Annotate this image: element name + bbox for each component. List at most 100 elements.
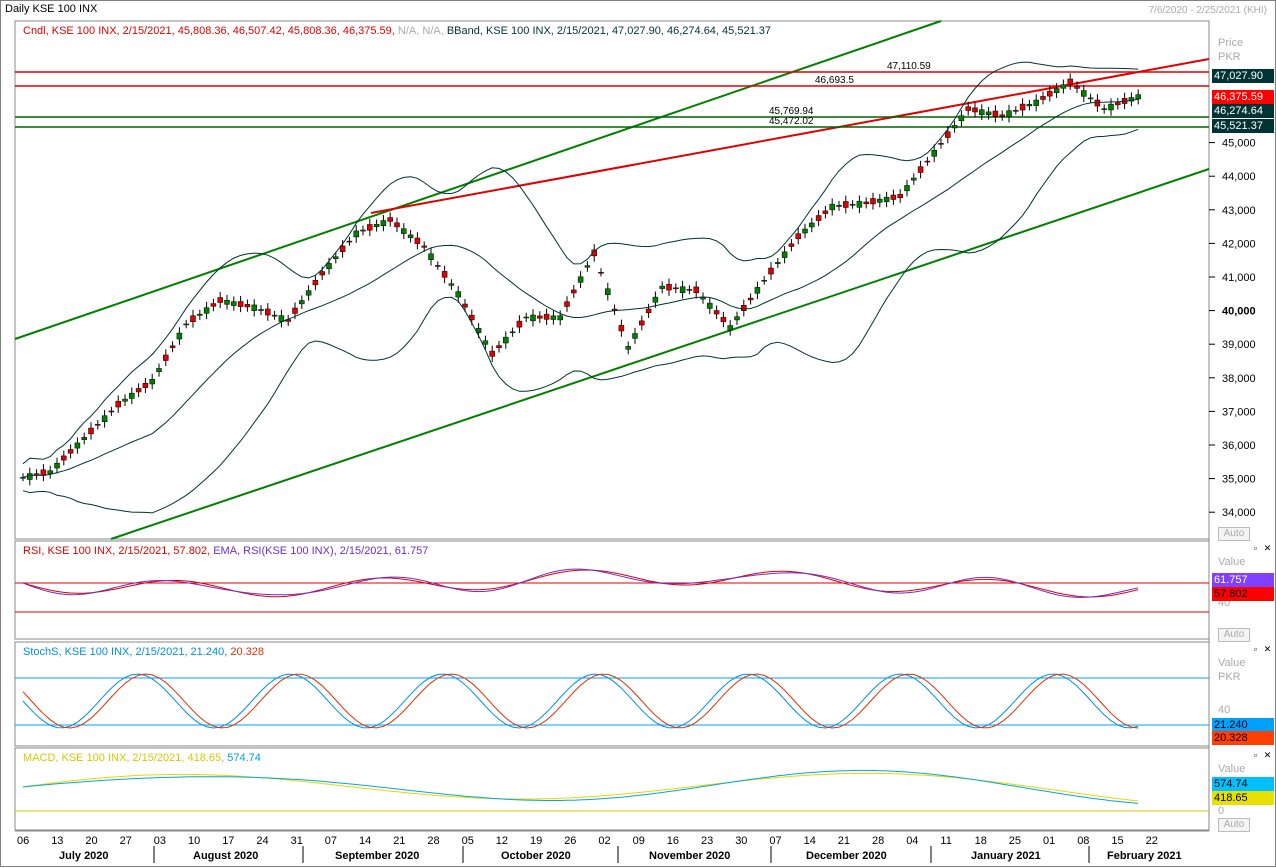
stoch-tick-label: 40 bbox=[1218, 704, 1230, 716]
rsi-close-icon[interactable]: ✕ bbox=[1263, 543, 1272, 553]
stoch-close-icon[interactable]: ✕ bbox=[1263, 644, 1272, 654]
window-title: Daily KSE 100 INX bbox=[5, 3, 98, 15]
candle-body bbox=[319, 271, 325, 276]
candle-body bbox=[965, 106, 971, 111]
candle-body bbox=[237, 301, 244, 307]
x-month-label: July 2020 bbox=[59, 850, 109, 862]
candle-body bbox=[305, 290, 312, 296]
candle-body bbox=[67, 449, 74, 454]
level-label: 46,693.5 bbox=[815, 75, 854, 86]
candle-body bbox=[761, 279, 767, 282]
rsi-value-tag: 57.802 bbox=[1212, 587, 1274, 601]
candle-body bbox=[251, 304, 257, 311]
candle-body bbox=[210, 303, 217, 307]
stoch-d-line bbox=[22, 673, 1139, 729]
candle-body bbox=[679, 286, 686, 293]
candle-body bbox=[47, 470, 53, 474]
rsi-auto-button[interactable]: Auto bbox=[1218, 628, 1250, 642]
x-day-label: 31 bbox=[290, 835, 303, 847]
macd-auto-button[interactable]: Auto bbox=[1218, 818, 1250, 832]
price-tick-label: 35,000 bbox=[1222, 474, 1256, 486]
x-day-label: 14 bbox=[359, 835, 372, 847]
candle-body bbox=[503, 336, 509, 344]
candle-body bbox=[843, 201, 849, 208]
candle-body bbox=[428, 253, 434, 261]
candle-body bbox=[537, 315, 543, 319]
candle-body bbox=[367, 224, 373, 231]
candle-body bbox=[931, 150, 937, 157]
candle-body bbox=[951, 125, 958, 129]
candle-body bbox=[802, 228, 808, 234]
candle-body bbox=[183, 323, 189, 326]
candle-body bbox=[911, 177, 917, 181]
candle-body bbox=[523, 316, 529, 319]
candle-body bbox=[1087, 97, 1094, 100]
candle-body bbox=[462, 303, 468, 308]
price-pane-frame bbox=[14, 20, 1210, 540]
x-day-label: 09 bbox=[632, 835, 645, 847]
candle-body bbox=[176, 332, 183, 340]
candle-body bbox=[244, 304, 251, 308]
candle-body bbox=[992, 110, 999, 117]
candle-body bbox=[1115, 102, 1121, 106]
stoch-value-tag: 21.240 bbox=[1212, 718, 1274, 732]
candle-body bbox=[1128, 97, 1135, 102]
candle-body bbox=[81, 437, 87, 440]
cndl-legend: Cndl, KSE 100 INX, 2/15/2021, 45,808.36,… bbox=[23, 25, 395, 37]
candle-body bbox=[870, 198, 876, 205]
x-day-label: 23 bbox=[701, 835, 714, 847]
candle-body bbox=[169, 345, 176, 348]
x-day-label: 21 bbox=[393, 835, 406, 847]
price-tick-label: 44,000 bbox=[1222, 171, 1256, 183]
macd-legend-text: MACD, KSE 100 INX, 2/15/2021, 418.65, bbox=[23, 752, 225, 764]
candle-body bbox=[129, 392, 135, 399]
stoch-restore-icon[interactable]: ▫ bbox=[1253, 644, 1258, 654]
x-day-label: 02 bbox=[598, 835, 611, 847]
macd-value-tag: 418.65 bbox=[1212, 791, 1274, 805]
candle-body bbox=[95, 424, 101, 426]
x-day-label: 04 bbox=[906, 835, 919, 847]
candle-body bbox=[972, 107, 978, 113]
candle-body bbox=[1053, 88, 1060, 94]
price-auto-button[interactable]: Auto bbox=[1218, 527, 1250, 541]
price-value-tag: 45,521.37 bbox=[1212, 119, 1274, 133]
candle-body bbox=[591, 249, 597, 257]
x-day-label: 20 bbox=[85, 835, 98, 847]
candle-body bbox=[40, 469, 47, 476]
candle-body bbox=[849, 204, 856, 206]
x-day-label: 21 bbox=[837, 835, 851, 847]
candle-body bbox=[407, 234, 414, 238]
candle-body bbox=[720, 317, 727, 323]
candle-body bbox=[339, 245, 346, 253]
candle-body bbox=[1006, 110, 1012, 117]
macd-restore-icon[interactable]: ▫ bbox=[1253, 750, 1258, 760]
candle-body bbox=[217, 297, 223, 303]
candle-body bbox=[1026, 104, 1033, 107]
rsi-ema-line bbox=[22, 568, 1139, 598]
candle-body bbox=[156, 368, 162, 372]
macd-value-tag: 574.74 bbox=[1212, 777, 1274, 791]
rsi-restore-icon[interactable]: ▫ bbox=[1253, 543, 1258, 553]
price-value-tag: 46,274.64 bbox=[1212, 104, 1274, 118]
price-axis-unit: PKR bbox=[1218, 51, 1241, 63]
x-month-label: February 2021 bbox=[1107, 850, 1182, 862]
candle-body bbox=[938, 143, 944, 145]
candle-body bbox=[734, 316, 740, 321]
bband-lower bbox=[22, 128, 1139, 514]
candle-body bbox=[1019, 103, 1026, 111]
candle-body bbox=[135, 388, 142, 393]
candle-body bbox=[584, 265, 591, 268]
price-tick-label: 41,000 bbox=[1222, 272, 1256, 284]
candle-body bbox=[1033, 99, 1039, 106]
candle-body bbox=[795, 233, 801, 239]
price-value-tag: 47,027.90 bbox=[1212, 69, 1274, 83]
x-day-label: 07 bbox=[769, 835, 782, 847]
candle-body bbox=[122, 398, 128, 402]
candle-body bbox=[1040, 96, 1046, 100]
rsi-axis-title: Value bbox=[1218, 556, 1246, 568]
candle-body bbox=[639, 320, 645, 326]
candle-body bbox=[754, 287, 761, 294]
candle-body bbox=[741, 305, 747, 312]
macd-close-icon[interactable]: ✕ bbox=[1263, 750, 1272, 760]
